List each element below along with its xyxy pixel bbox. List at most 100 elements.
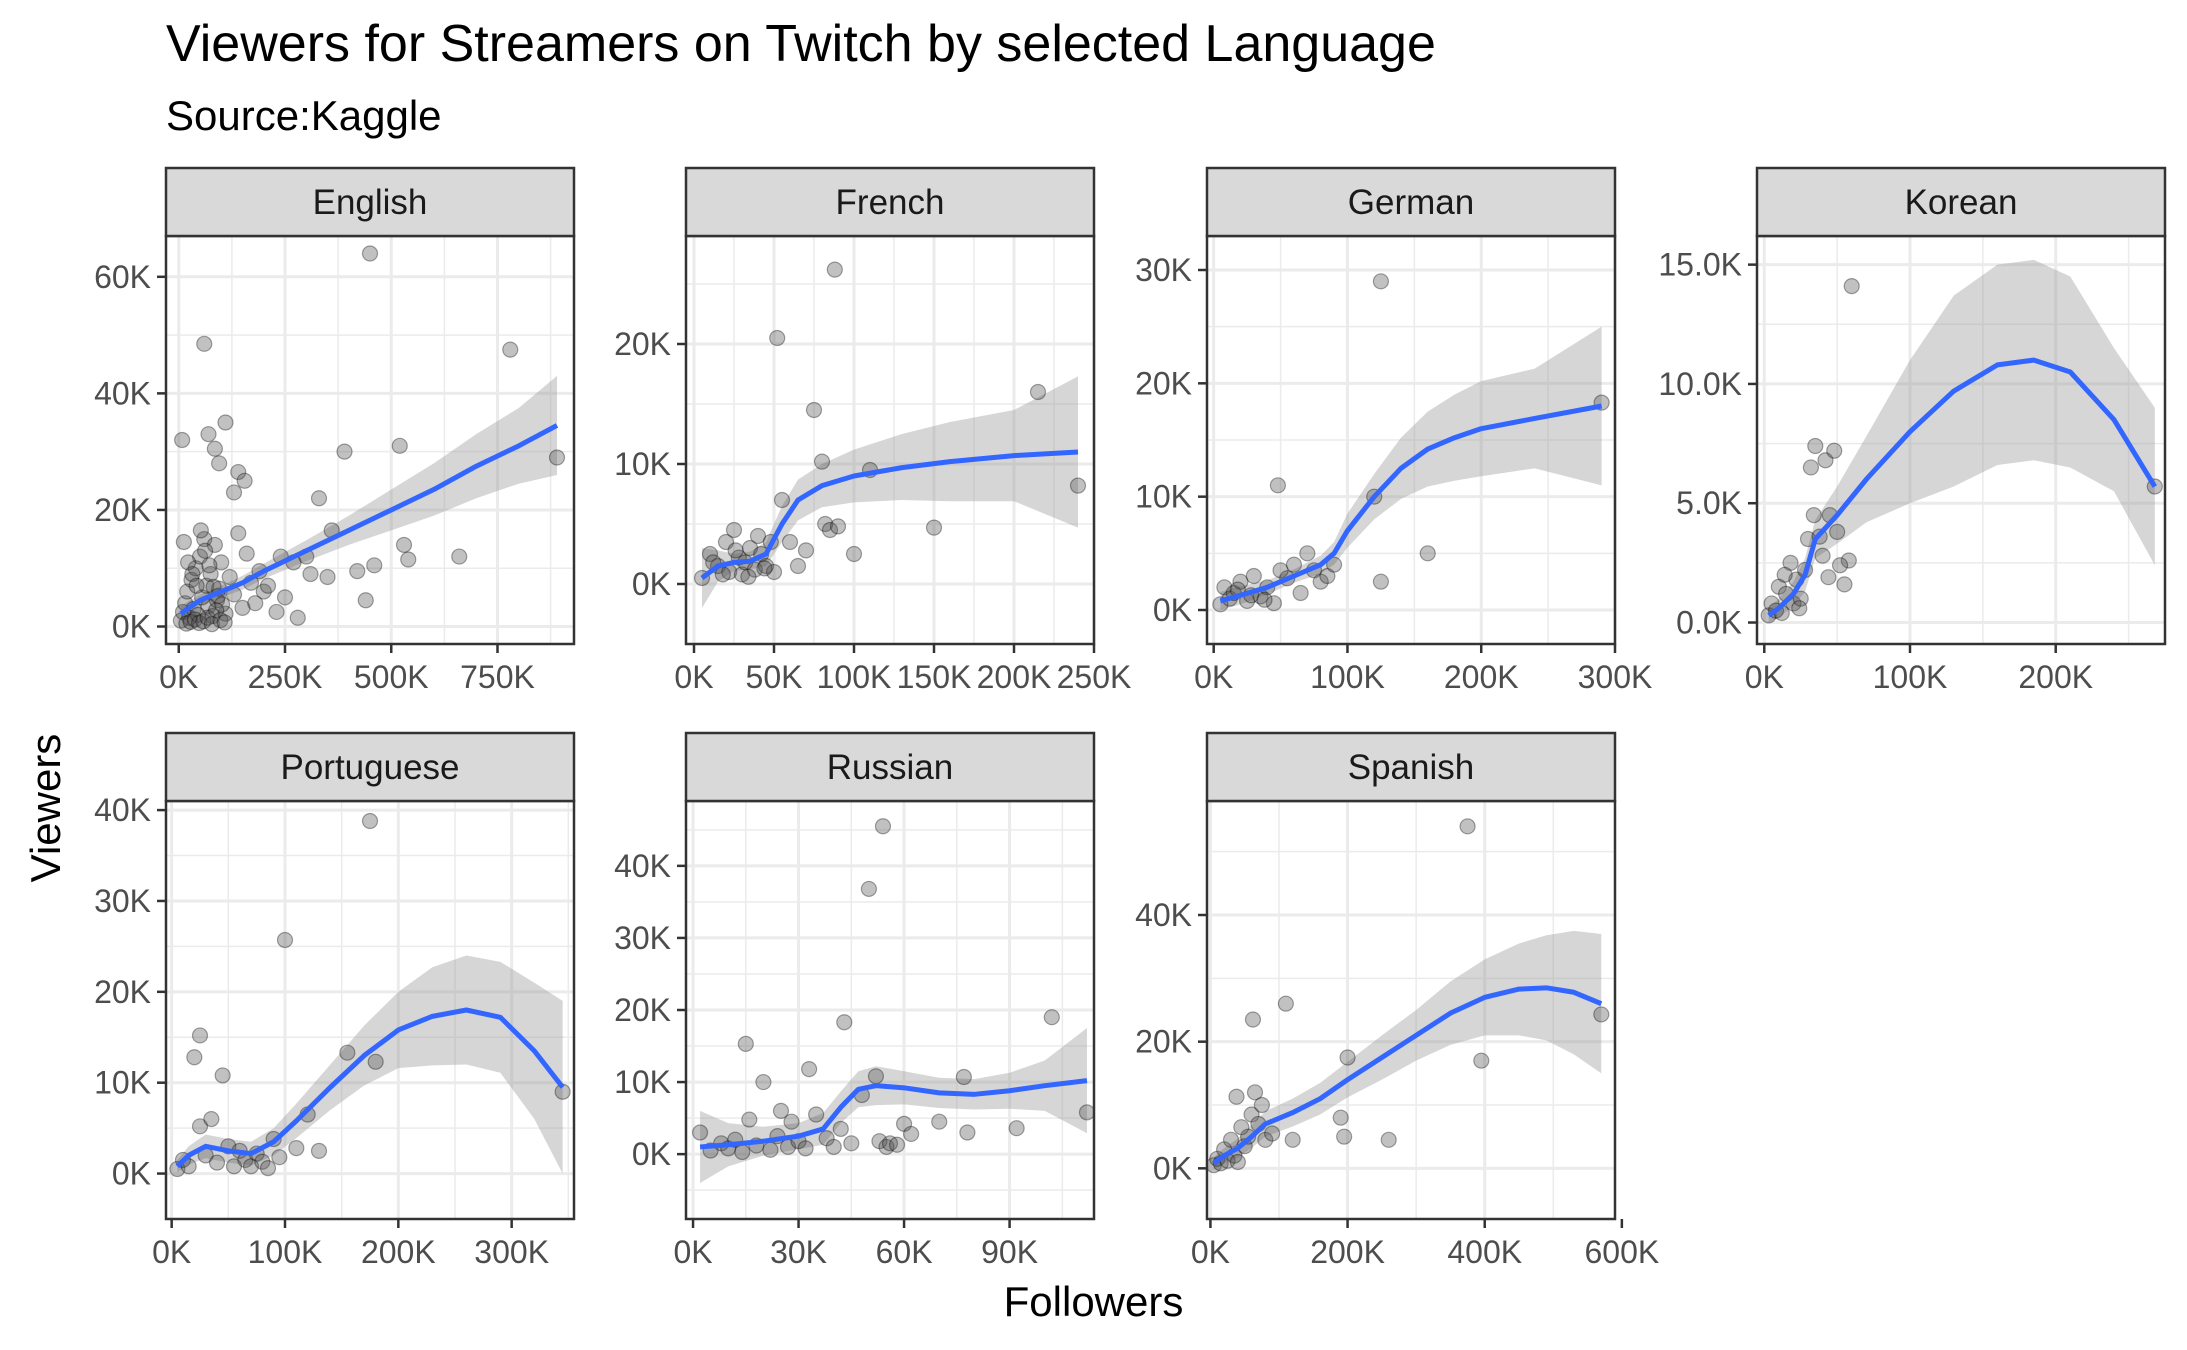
y-tick-label: 10.0K <box>1658 366 1742 402</box>
facet-strip-label: English <box>313 183 428 222</box>
data-point <box>214 1067 231 1084</box>
x-tick-label: 0K <box>1194 659 1233 695</box>
data-point <box>247 595 264 612</box>
data-point <box>749 527 767 545</box>
data-point <box>825 1138 842 1156</box>
data-point <box>1840 552 1857 569</box>
data-point <box>797 542 815 559</box>
data-point <box>198 577 215 594</box>
facet-panel-english: English 0K 250K 500K 750K 0K 20K 40K 60K <box>94 166 576 695</box>
data-point <box>1843 278 1860 295</box>
data-point <box>191 1118 209 1135</box>
data-point <box>1284 1131 1301 1148</box>
data-point <box>691 1124 709 1141</box>
confidence-band <box>702 376 1078 608</box>
facet-strip-label: German <box>1348 183 1474 222</box>
panel-background <box>1207 801 1615 1219</box>
data-point <box>208 1154 226 1171</box>
data-point <box>1826 442 1843 459</box>
data-point <box>213 554 230 571</box>
data-point <box>255 583 272 600</box>
data-point <box>701 545 719 563</box>
panel-background <box>166 236 574 644</box>
chart-title: Viewers for Streamers on Twitch by selec… <box>166 15 1436 73</box>
data-point <box>836 1014 853 1031</box>
facet-panel-spanish: Spanish 0K 200K 400K 600K 0K 20K 40K <box>1135 731 1659 1270</box>
smooth-trend-line <box>1767 357 2157 618</box>
y-tick-label: 20K <box>614 992 671 1028</box>
data-point <box>203 1110 220 1128</box>
facet-strip-label: Spanish <box>1348 748 1474 787</box>
x-axis-label: Followers <box>1003 1278 1184 1325</box>
x-tick-label: 0K <box>1191 1234 1230 1270</box>
x-tick-label: 750K <box>460 659 535 695</box>
data-point <box>201 557 218 574</box>
data-point <box>717 533 735 551</box>
data-point <box>191 1027 209 1044</box>
data-point <box>221 568 238 586</box>
data-point <box>1269 477 1286 494</box>
data-point <box>762 1141 779 1158</box>
y-tick-label: 30K <box>94 883 151 919</box>
data-point <box>238 545 255 562</box>
data-point <box>1319 567 1336 585</box>
data-point <box>259 577 277 594</box>
data-point <box>1078 1104 1096 1121</box>
data-point <box>1336 1128 1353 1145</box>
y-tick-label: 10K <box>1135 479 1192 515</box>
y-tick-label: 15.0K <box>1658 247 1742 283</box>
facet-panel-korean: Korean 0K 100K 200K 0.0K 5.0K 10.0K 15.0K <box>1658 166 2167 695</box>
data-point <box>867 1068 885 1085</box>
data-point <box>734 1143 751 1161</box>
data-point <box>203 616 220 633</box>
x-tick-label: 200K <box>1310 1234 1385 1270</box>
data-point <box>208 602 225 619</box>
data-point <box>801 1060 818 1078</box>
x-tick-label: 600K <box>1584 1234 1659 1270</box>
x-tick-label: 0K <box>673 1234 712 1270</box>
data-point <box>197 542 214 559</box>
data-point <box>727 542 744 559</box>
data-point <box>186 611 203 628</box>
data-point <box>310 1142 328 1159</box>
data-point <box>1770 578 1787 595</box>
x-tick-label: 250K <box>248 659 323 695</box>
data-point <box>339 1044 356 1061</box>
x-tick-label: 200K <box>1444 659 1519 695</box>
smooth-trend-line <box>699 1078 1088 1150</box>
data-point <box>1292 584 1309 602</box>
y-tick-label: 20K <box>1135 365 1192 401</box>
facet-strip <box>164 731 576 803</box>
data-point <box>756 560 773 577</box>
data-point <box>289 609 306 626</box>
data-point <box>259 1160 277 1177</box>
data-point <box>1776 566 1793 583</box>
data-point <box>1814 547 1831 564</box>
data-point <box>302 565 319 583</box>
data-point <box>832 1120 849 1138</box>
data-point <box>1332 1109 1349 1126</box>
data-point <box>1791 600 1808 617</box>
facet-strip-label: Russian <box>827 748 953 787</box>
data-point <box>1807 437 1824 455</box>
confidence-band <box>180 375 557 622</box>
y-tick-label: 0K <box>112 609 151 645</box>
data-point <box>818 1130 835 1147</box>
facet-strip <box>1205 731 1617 803</box>
x-tick-label: 200K <box>2018 659 2093 695</box>
data-point <box>805 401 823 419</box>
y-tick-label: 0K <box>1153 1150 1192 1186</box>
data-point <box>548 449 566 466</box>
data-point <box>741 539 759 557</box>
data-point <box>187 560 204 577</box>
x-tick-label: 200K <box>977 659 1052 695</box>
data-point <box>189 606 206 623</box>
data-point <box>180 554 197 571</box>
data-point <box>1216 579 1233 596</box>
data-point <box>1069 477 1087 494</box>
data-point <box>230 463 247 481</box>
data-point <box>1299 545 1316 562</box>
data-point <box>1246 1084 1264 1101</box>
smooth-trend-line <box>1212 985 1603 1166</box>
data-point <box>1029 383 1047 401</box>
